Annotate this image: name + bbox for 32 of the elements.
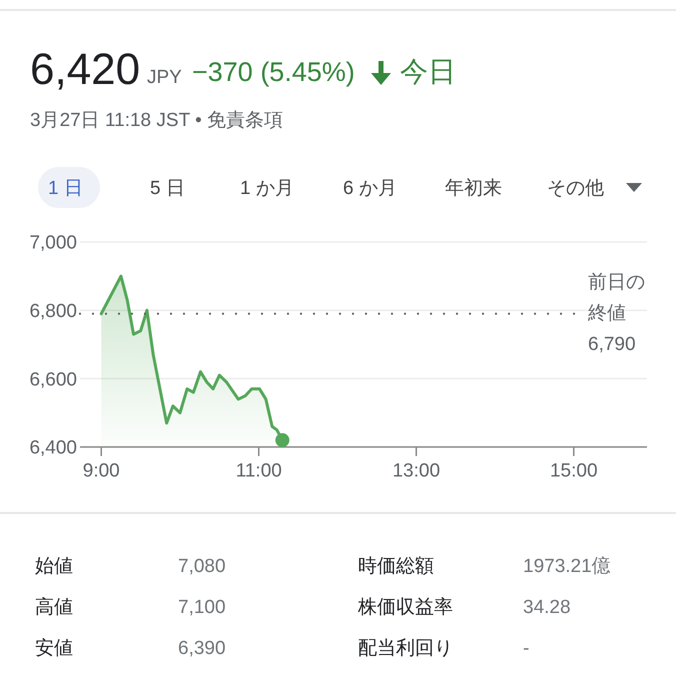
text: 今日: [400, 56, 456, 87]
y-tick-label: 6,400: [29, 438, 77, 459]
text: その他: [547, 178, 604, 198]
text: 安値: [35, 638, 73, 658]
ref-line-label: 前日の終値 6,790: [588, 272, 645, 355]
x-tick-label: 9:00: [82, 460, 120, 482]
text: 7,100: [178, 596, 226, 618]
text: 5 日: [150, 178, 185, 198]
chart-title: 6,420: [30, 45, 140, 94]
text: 始値: [35, 556, 73, 576]
text: 6,390: [178, 638, 226, 658]
text: 1 日: [48, 178, 83, 198]
text: 株価収益率: [358, 596, 453, 618]
text: 時価総額: [358, 556, 434, 576]
text: JPY: [147, 66, 182, 88]
text: 年初来: [445, 178, 502, 198]
text: 34.28: [523, 596, 571, 618]
text: 7,080: [178, 556, 226, 576]
text: -: [523, 638, 530, 658]
x-tick-label: 11:00: [236, 460, 282, 482]
x-tick-label: 15:00: [550, 460, 598, 482]
text: −370 (5.45%): [192, 56, 355, 86]
y-tick-label: 6,600: [29, 369, 77, 390]
text: 1 か月: [240, 178, 294, 198]
chart-subtitle: 3月27日 11:18 JST • 免責条項: [30, 110, 284, 130]
y-tick-label: 7,000: [29, 232, 77, 254]
y-tick-label: 6,800: [29, 301, 77, 322]
x-tick-label: 13:00: [392, 460, 440, 482]
text: 高値: [35, 596, 73, 618]
text: 6 か月: [343, 178, 397, 198]
text: 配当利回り: [358, 638, 453, 658]
text: 1973.21億: [523, 556, 611, 576]
